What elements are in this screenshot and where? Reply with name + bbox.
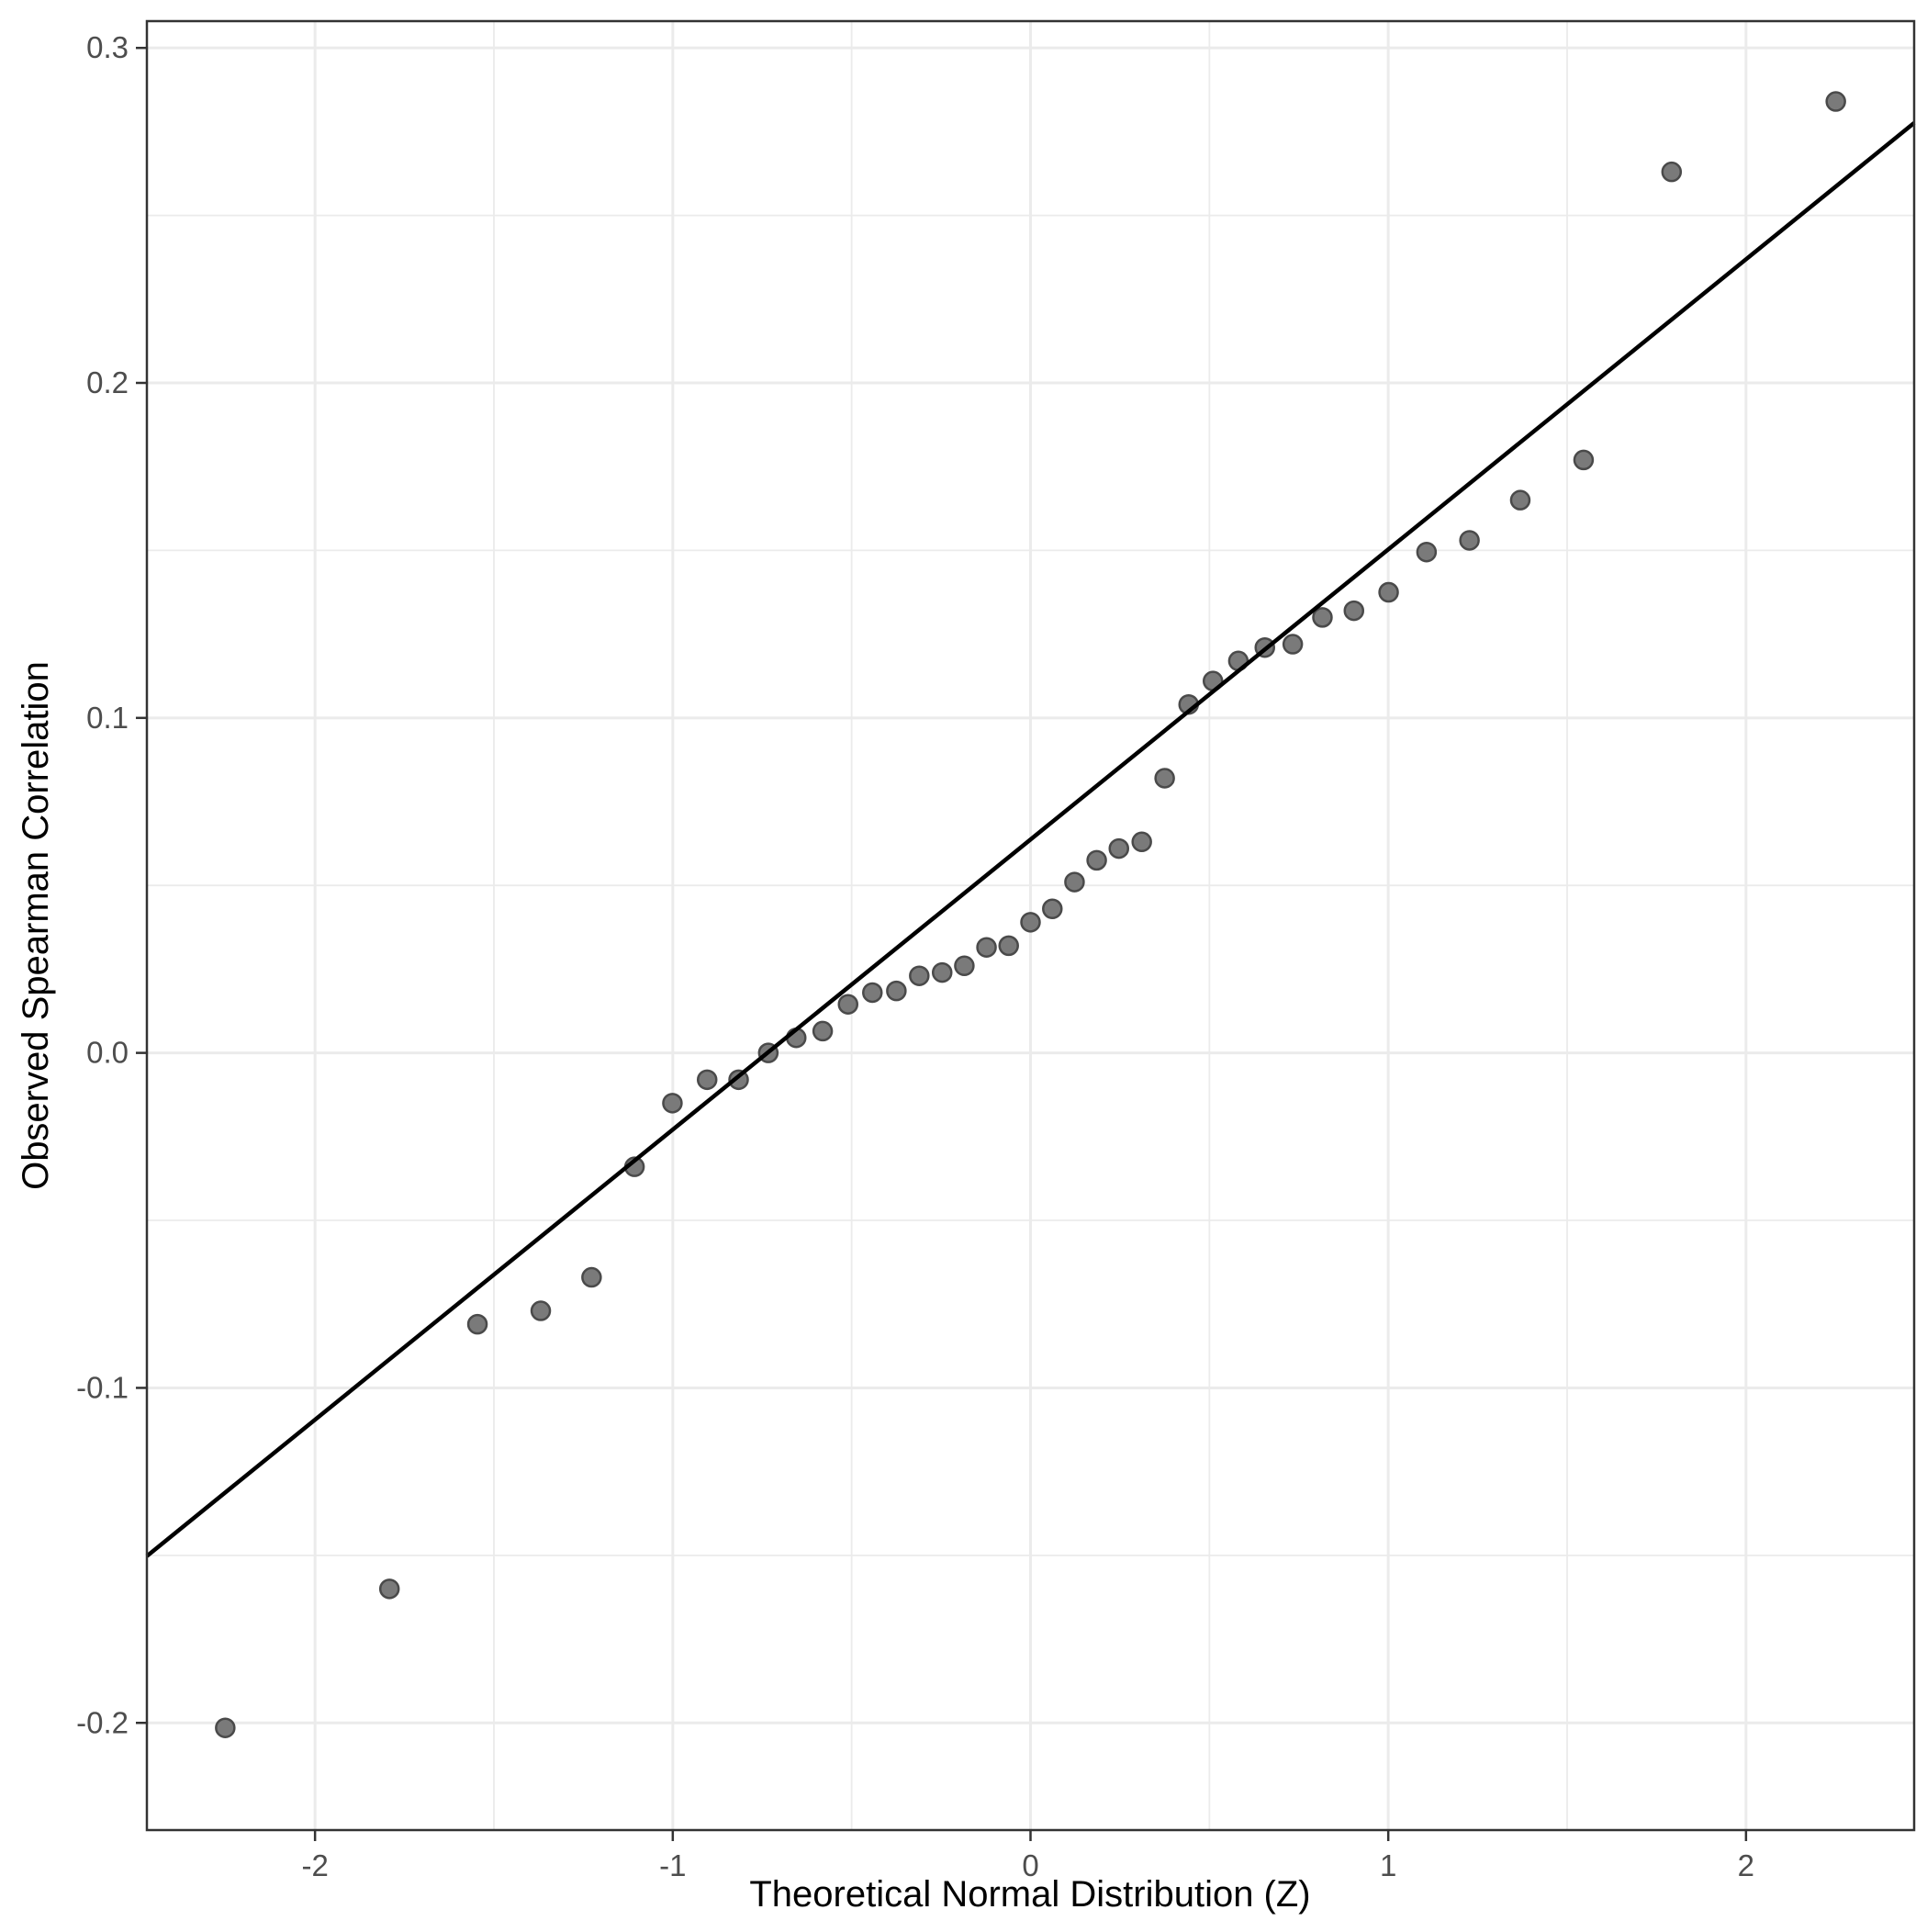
y-tick-label: 0.2	[86, 365, 129, 399]
data-point	[1378, 581, 1399, 603]
data-point	[998, 935, 1019, 957]
data-point	[1282, 634, 1304, 655]
data-point	[696, 1069, 718, 1091]
x-tick-label: 0	[1022, 1848, 1038, 1882]
data-point	[662, 1093, 683, 1114]
x-tick-label: -2	[301, 1848, 328, 1882]
data-point	[862, 982, 883, 1004]
data-point	[1108, 837, 1129, 859]
qq-reference-line	[145, 121, 1916, 1558]
data-point	[1573, 449, 1595, 471]
data-point	[1416, 541, 1438, 563]
data-point	[1509, 489, 1531, 511]
data-point	[954, 955, 975, 977]
data-point	[466, 1313, 488, 1335]
data-point	[1661, 161, 1683, 183]
data-point	[1131, 831, 1152, 853]
data-point	[1825, 91, 1846, 112]
y-tick-label: -0.1	[76, 1370, 129, 1404]
y-tick-label: -0.2	[76, 1705, 129, 1739]
major-gridlines	[147, 21, 1914, 1830]
data-point	[886, 980, 907, 1002]
data-point	[812, 1020, 834, 1042]
data-point	[378, 1578, 400, 1600]
data-point	[1154, 768, 1175, 789]
data-point	[909, 965, 930, 986]
y-axis-title: Observed Spearman Correlation	[16, 661, 56, 1190]
y-tick-label: 0.1	[86, 701, 129, 735]
data-point	[932, 961, 953, 983]
y-tick-labels: 0.3 0.2 0.1 0.0 -0.1 -0.2	[76, 30, 129, 1739]
x-tick-label: -1	[659, 1848, 686, 1882]
x-tick-label: 1	[1380, 1848, 1396, 1882]
data-point	[837, 994, 859, 1015]
data-point	[1459, 530, 1480, 551]
x-tick-label: 2	[1738, 1848, 1754, 1882]
data-point	[976, 937, 997, 958]
data-point	[1086, 849, 1107, 871]
x-tick-labels: -2 -1 0 1 2	[301, 1848, 1754, 1882]
data-points	[215, 91, 1846, 1738]
data-point	[530, 1300, 552, 1321]
data-point	[1312, 607, 1333, 628]
axis-ticks	[136, 46, 1748, 1841]
y-tick-label: 0.3	[86, 30, 129, 64]
y-tick-label: 0.0	[86, 1036, 129, 1070]
data-point	[1064, 871, 1085, 893]
data-point	[1042, 898, 1063, 920]
data-point	[1020, 912, 1041, 933]
data-point	[581, 1266, 602, 1288]
data-point	[215, 1717, 236, 1738]
x-axis-title: Theoretical Normal Distribution (Z)	[749, 1874, 1310, 1915]
data-point	[1343, 600, 1365, 622]
